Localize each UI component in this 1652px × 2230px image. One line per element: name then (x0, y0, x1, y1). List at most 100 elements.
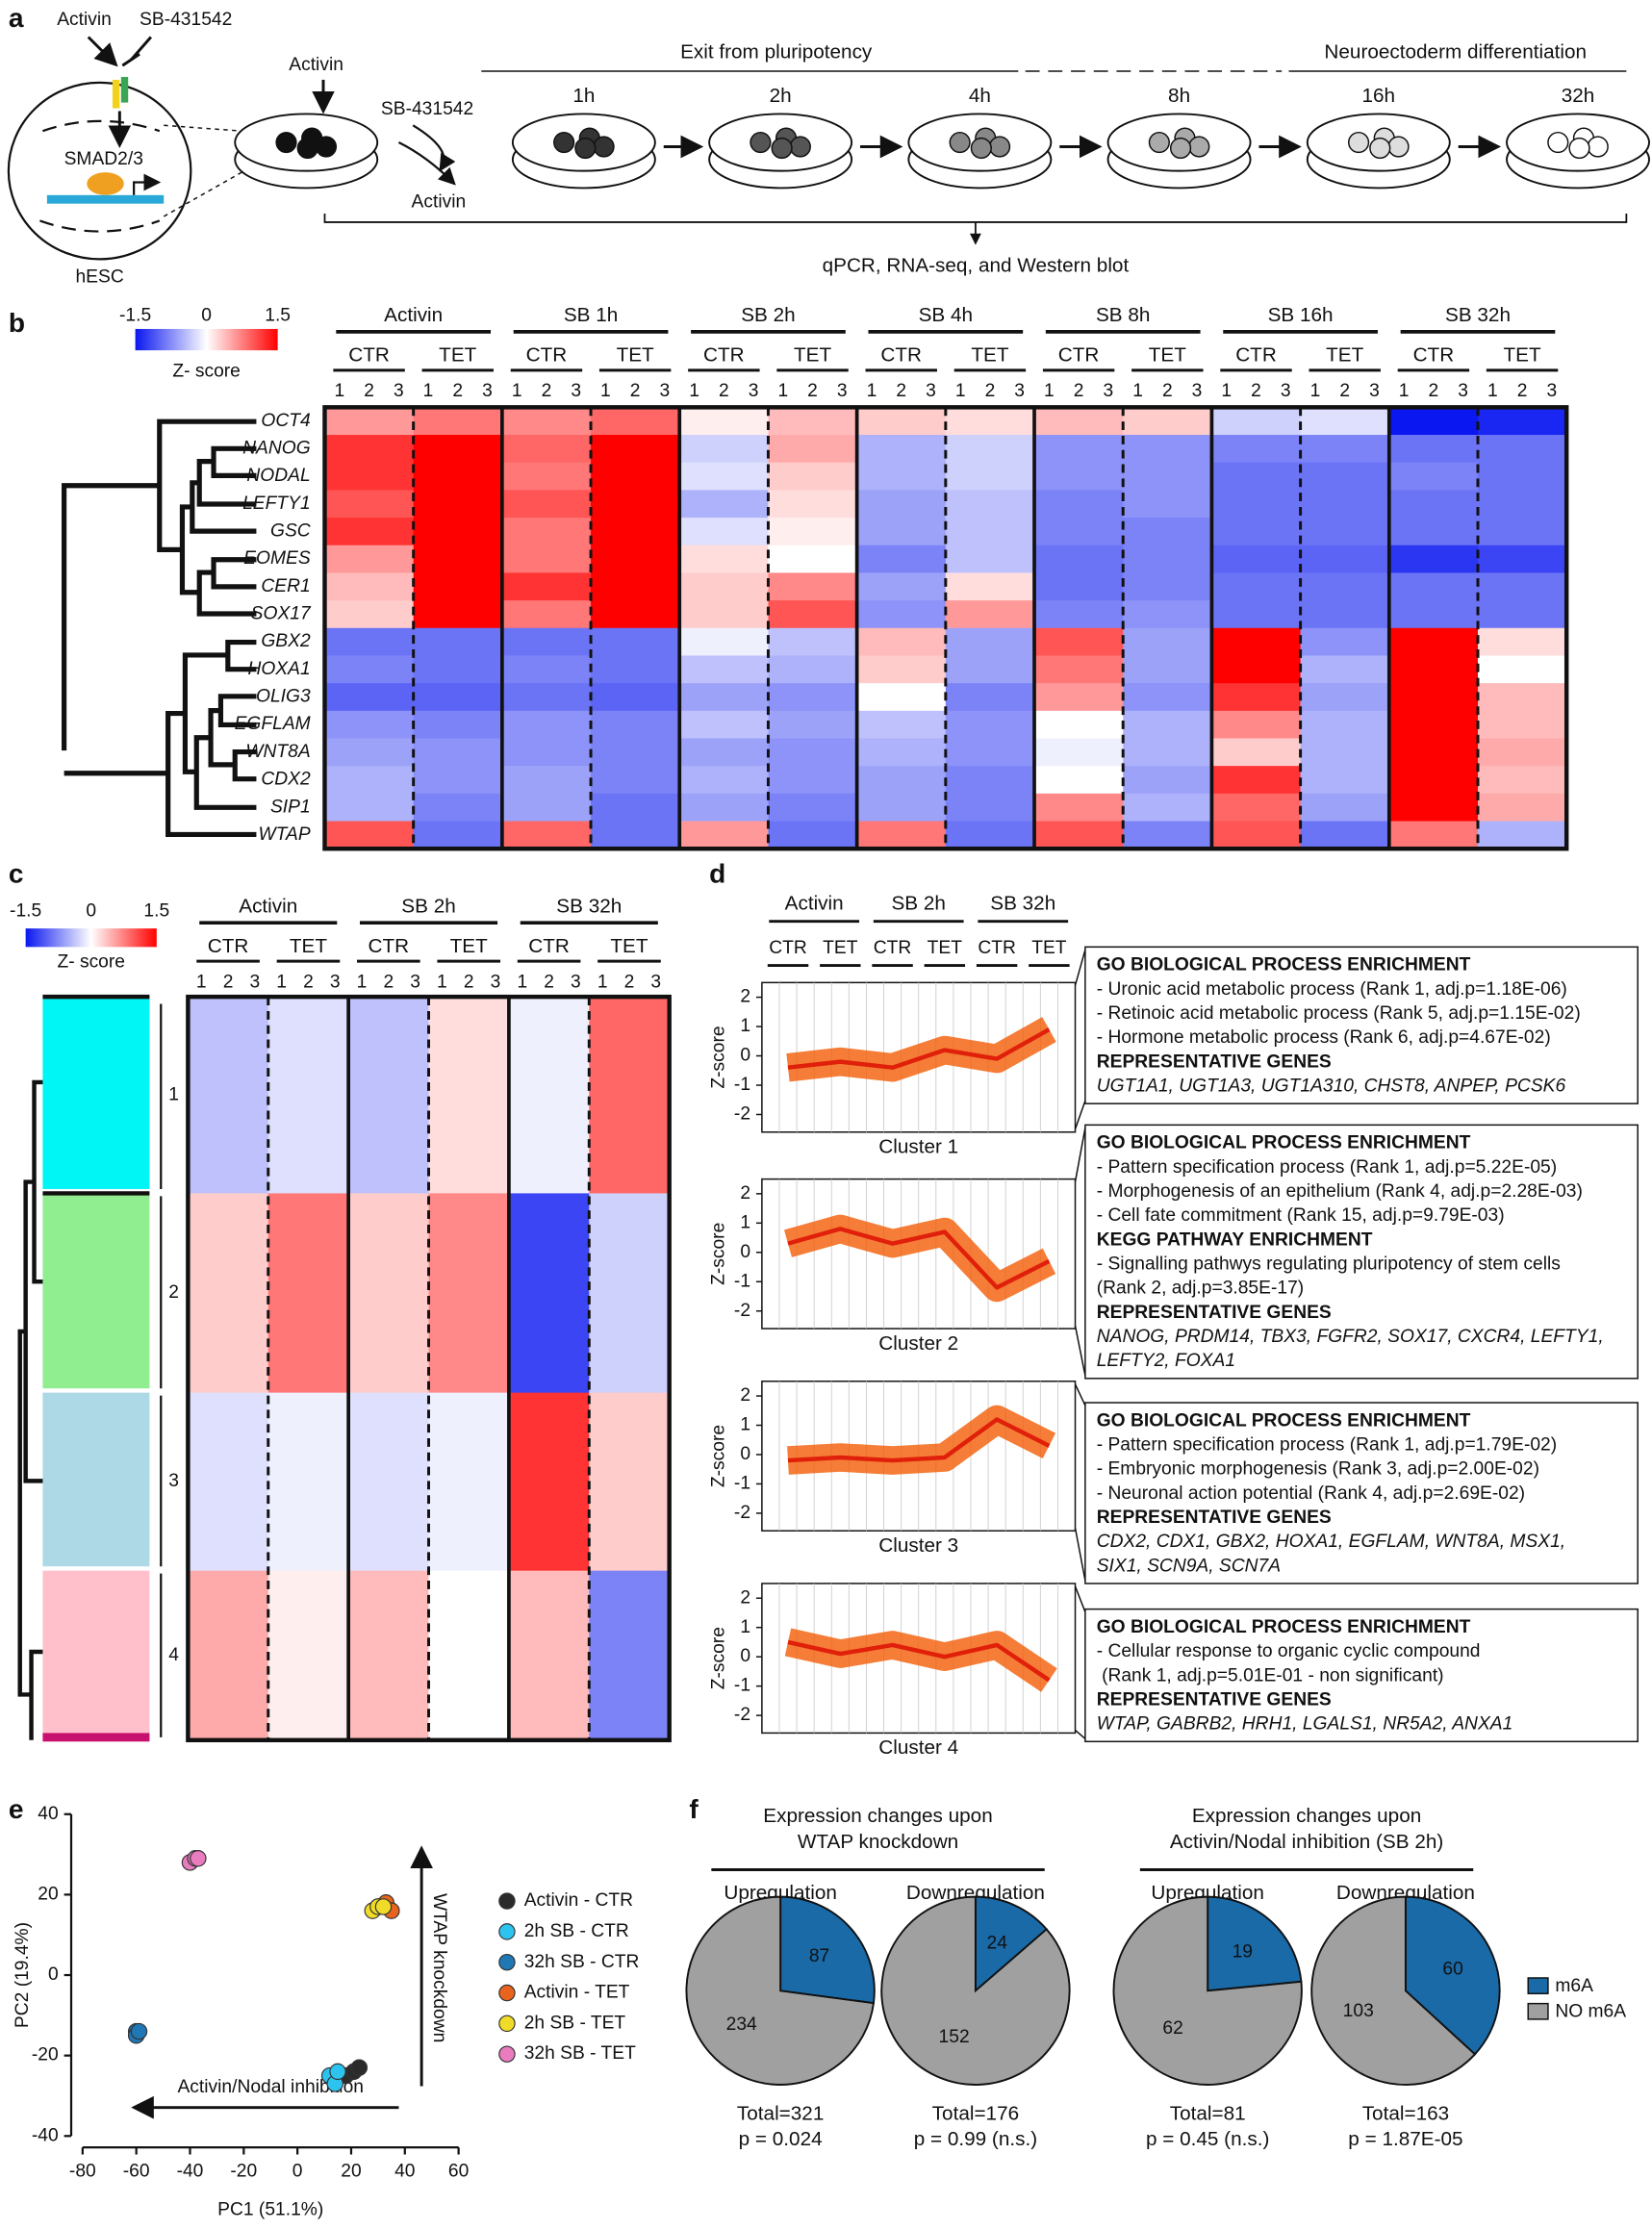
cluster-tree (42, 997, 150, 1189)
cluster-name: Cluster 2 (878, 1332, 958, 1355)
cluster-number: 1 (168, 1084, 179, 1104)
heat-cell (1123, 738, 1212, 767)
heat-cell (1477, 738, 1567, 767)
colorbar (135, 328, 278, 351)
timepoint-label: SB 2h (741, 304, 795, 326)
heat-cell (1211, 821, 1302, 849)
connector (1074, 1128, 1086, 1377)
heat-cell (679, 545, 769, 573)
heat-cell (1034, 655, 1124, 684)
x-tick-label: -80 (69, 2161, 96, 2181)
heat-cell (1123, 462, 1212, 491)
heat-cell (1388, 462, 1479, 491)
heat-cell (267, 1392, 349, 1572)
legend-label: m6A (1555, 1976, 1593, 1996)
heat-cell (324, 738, 415, 767)
gene-label: NANOG (242, 438, 311, 458)
replicate-label: 1 (777, 381, 788, 401)
y-tick-label: -2 (734, 1301, 750, 1321)
heat-cell (1034, 600, 1124, 629)
value-label: 19 (1233, 1942, 1253, 1963)
gene-list: UGT1A1, UGT1A3, UGT1A310, CHST8, ANPEP, … (1097, 1076, 1566, 1096)
dendrogram (62, 418, 257, 837)
y-tick-label: 2 (740, 1183, 750, 1204)
heat-cell (679, 407, 769, 436)
heat-cell (428, 1193, 510, 1394)
heat-cell (1211, 490, 1302, 519)
heat-cell (1477, 793, 1567, 822)
y-tick-label: 2 (740, 987, 750, 1007)
heat-cell (768, 600, 858, 629)
condition-label: CTR (978, 938, 1016, 958)
timepoint-label: SB 8h (1096, 304, 1150, 326)
cell-cluster (771, 137, 793, 160)
colorbar-tick: -1.5 (10, 900, 41, 921)
heat-cell (1034, 462, 1124, 491)
heat-cell (324, 572, 415, 601)
heat-cell (591, 600, 680, 629)
replicate-label: 1 (600, 381, 611, 401)
heat-cell (1211, 600, 1302, 629)
heat-cell (591, 683, 680, 712)
heat-cell (1300, 793, 1390, 822)
replicate-label: 2 (1517, 381, 1528, 401)
enrichment-item: - Neuronal action potential (Rank 4, adj… (1097, 1483, 1525, 1504)
heat-cell (413, 490, 503, 519)
heat-cell (1123, 600, 1212, 629)
heat-cell (508, 997, 590, 1194)
replicate-label: 1 (423, 381, 434, 401)
colorbar-tick: 0 (86, 900, 96, 921)
replicate-label: 1 (867, 381, 877, 401)
heat-cell (413, 683, 503, 712)
replicate-label: 2 (364, 381, 374, 401)
heat-cell (324, 462, 415, 491)
panel-label: b (9, 308, 25, 338)
gene-label: SOX17 (251, 604, 312, 624)
replicate-label: 1 (597, 972, 608, 992)
heat-cell (1300, 518, 1390, 546)
heat-cell (591, 572, 680, 601)
condition-label: CTR (208, 935, 249, 957)
heat-cell (324, 821, 415, 849)
gene-label: OLIG3 (256, 687, 311, 707)
heat-cell (1477, 627, 1567, 656)
heat-cell (501, 710, 592, 739)
heat-cell (501, 462, 592, 491)
heat-cell (1034, 435, 1124, 464)
replicate-label: 3 (491, 972, 501, 992)
heat-cell (413, 793, 503, 822)
replicate-label: 3 (571, 972, 581, 992)
heat-cell (1123, 710, 1212, 739)
p-value: p = 0.99 (n.s.) (914, 2128, 1037, 2150)
y-tick-label: -2 (734, 1503, 750, 1523)
cell-cluster (1369, 137, 1391, 160)
y-tick-label: 0 (740, 1046, 750, 1066)
heat-cell (945, 627, 1035, 656)
heat-cell (1034, 821, 1124, 849)
heat-cell (856, 710, 947, 739)
point (350, 2059, 369, 2076)
replicate-label: 3 (410, 972, 420, 992)
gene-list: SIX1, SCN9A, SCN7A (1097, 1556, 1281, 1576)
heat-cell (1123, 572, 1212, 601)
cluster-tree (42, 1733, 150, 1742)
pie-slice (1310, 1895, 1477, 2086)
legend-swatch (1527, 2002, 1549, 2020)
replicate-label: 1 (955, 381, 966, 401)
y-tick-label: 1 (740, 1617, 750, 1637)
heat-cell (1034, 518, 1124, 546)
heat-cell (413, 462, 503, 491)
cluster-number: 2 (168, 1282, 179, 1303)
timepoint-label: SB 2h (891, 892, 945, 914)
replicate-label: 2 (1339, 381, 1350, 401)
panel-label: f (689, 1794, 699, 1824)
pie-slice (1404, 1895, 1501, 2056)
p-value: p = 0.024 (739, 2128, 823, 2150)
cluster-tree (42, 1392, 150, 1567)
enrichment-item: - Pattern specification process (Rank 1,… (1097, 1434, 1557, 1455)
y-tick-label: 0 (740, 1444, 750, 1464)
transcription (133, 173, 162, 195)
replicate-label: 2 (985, 381, 996, 401)
legend-label: 32h SB - CTR (524, 1952, 640, 1972)
heat-cell (188, 997, 269, 1194)
